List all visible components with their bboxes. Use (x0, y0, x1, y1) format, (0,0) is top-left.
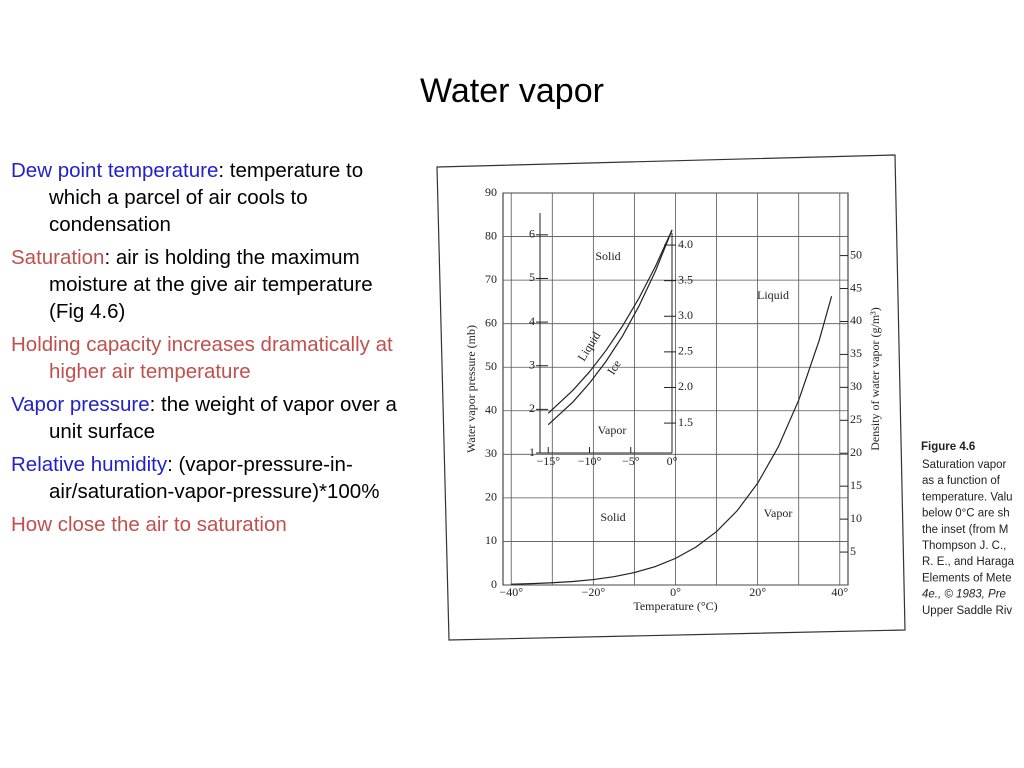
y2-tick-label: 25 (850, 412, 862, 426)
bullet: Relative humidity: (vapor-pressure-in-ai… (11, 451, 403, 505)
y-tick-label: 20 (485, 490, 497, 504)
caption-line: Elements of Mete (922, 572, 1011, 584)
caption-line: as a function of (922, 475, 1001, 487)
x-tick-label: 20° (749, 585, 766, 599)
inset-y2-tick-label: 3.5 (678, 272, 693, 286)
inset-x-tick-label: −15° (536, 454, 560, 468)
inset-y2-tick-label: 1.5 (678, 415, 693, 429)
region-label: Solid (600, 510, 625, 524)
caption-line: temperature. Valu (922, 491, 1013, 503)
y-tick-label: 80 (485, 228, 497, 242)
y2-tick-label: 10 (850, 511, 862, 525)
x-tick-label: −40° (499, 585, 523, 599)
inset-x-tick-label: −5° (622, 454, 640, 468)
caption-label: Figure 4.6 (921, 441, 975, 453)
y2-tick-label: 30 (850, 379, 862, 393)
inset-y-tick-label: 4 (529, 314, 535, 328)
inset-y2-tick-label: 2.0 (678, 379, 693, 393)
y-tick-label: 40 (485, 403, 497, 417)
curve (547, 229, 673, 414)
caption-line: R. E., and Haraga (922, 556, 1015, 568)
inset-y2-tick-label: 2.5 (678, 344, 693, 358)
x-axis-label: Temperature (°C) (633, 599, 717, 613)
region-label: Liquid (757, 288, 789, 302)
y-tick-label: 0 (491, 577, 497, 591)
bullet-text: How close the air to saturation (11, 513, 287, 536)
x-tick-label: −20° (582, 585, 606, 599)
inset-y-tick-label: 1 (529, 445, 535, 459)
y2-axis-label: Density of water vapor (g/m³) (868, 307, 882, 451)
bullet-text: Holding capacity increases dramatically … (11, 333, 393, 383)
inset-x-tick-label: 0° (667, 454, 678, 468)
bullet-text: Relative humidity (11, 453, 168, 476)
curve-label: Ice (604, 357, 624, 377)
figure-frame (436, 154, 906, 641)
y2-tick-label: 5 (850, 544, 856, 558)
bullet-text: : air is holding the maximum moisture at… (49, 246, 373, 323)
caption-line: Thompson J. C., (922, 540, 1006, 552)
y2-tick-label: 35 (850, 346, 862, 360)
y2-tick-label: 15 (850, 478, 862, 492)
bullet-text: Vapor pressure (11, 393, 150, 416)
inset-x-tick-label: −10° (578, 454, 602, 468)
caption-line: 4e., © 1983, Pre (922, 589, 1006, 601)
inset-y-tick-label: 6 (529, 227, 535, 241)
inset-y2-tick-label: 3.0 (678, 308, 693, 322)
x-tick-label: 40° (831, 585, 848, 599)
bullet-list: Dew point temperature: temperature to wh… (11, 157, 403, 544)
bullet: Holding capacity increases dramatically … (11, 331, 403, 385)
y-tick-label: 70 (485, 272, 497, 286)
y2-tick-label: 40 (850, 313, 862, 327)
y-tick-label: 60 (485, 315, 497, 329)
bullet-text: : (vapor-pressure-in-air/saturation-vapo… (49, 453, 380, 503)
y2-tick-label: 45 (850, 280, 862, 294)
inset-y-tick-label: 3 (529, 357, 535, 371)
region-label: Vapor (598, 423, 627, 437)
y-tick-label: 90 (485, 185, 497, 199)
region-label: Solid (595, 249, 620, 263)
caption-line: below 0°C are sh (922, 508, 1010, 520)
caption-line: Upper Saddle Riv (922, 605, 1012, 617)
curve (511, 296, 833, 585)
region-label: Vapor (764, 506, 793, 520)
caption-line: Saturation vapor (922, 459, 1007, 471)
bullet: Vapor pressure: the weight of vapor over… (11, 391, 403, 445)
bullet-text: : temperature to which a parcel of air c… (49, 159, 364, 236)
inset-y-tick-label: 2 (529, 401, 535, 415)
bullet-text: : the weight of vapor over a unit surfac… (49, 393, 397, 443)
y-tick-label: 50 (485, 359, 497, 373)
x-tick-label: 0° (670, 585, 681, 599)
inset-y2-tick-label: 4.0 (678, 237, 693, 251)
bullet-text: Dew point temperature (11, 159, 219, 182)
y-tick-label: 30 (485, 446, 497, 460)
bullet: How close the air to saturation (11, 511, 403, 538)
y-tick-label: 10 (485, 533, 497, 547)
bullet: Saturation: air is holding the maximum m… (11, 244, 403, 325)
inset-y-tick-label: 5 (529, 270, 535, 284)
caption-line: the inset (from M (922, 524, 1008, 536)
bullet: Dew point temperature: temperature to wh… (11, 157, 403, 238)
curve (547, 229, 673, 426)
y2-tick-label: 20 (850, 445, 862, 459)
slide-title: Water vapor (420, 72, 604, 110)
bullet-text: Saturation (11, 246, 105, 269)
y2-tick-label: 50 (850, 247, 862, 261)
y-axis-label: Water vapor pressure (mb) (464, 325, 478, 453)
